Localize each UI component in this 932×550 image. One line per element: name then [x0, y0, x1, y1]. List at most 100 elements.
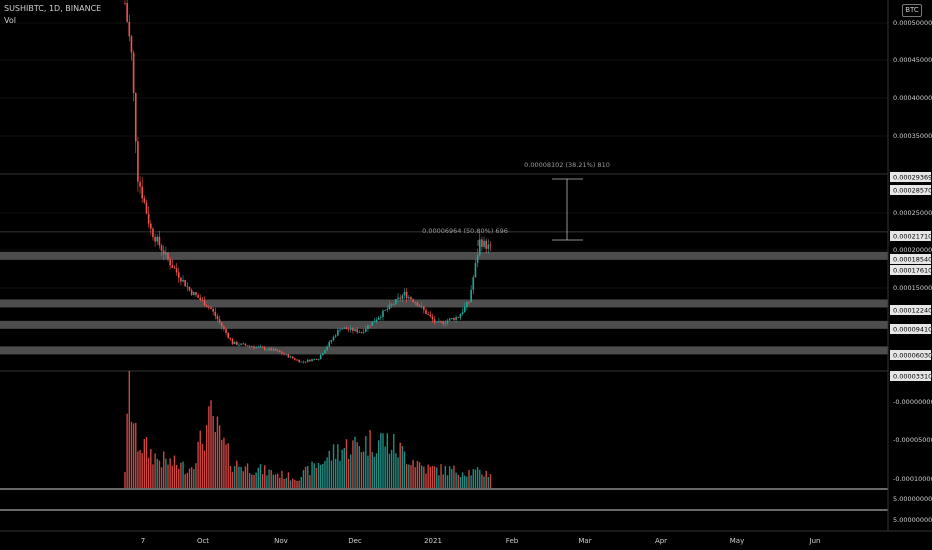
- candle-body: [126, 3, 128, 22]
- price-label-box: [890, 254, 931, 264]
- candle-body: [412, 299, 414, 303]
- price-label-box: [890, 185, 931, 195]
- candle-body: [227, 332, 229, 338]
- volume-bar: [276, 473, 279, 488]
- candle-body: [337, 329, 339, 336]
- candle-body: [289, 356, 292, 358]
- candle-body: [461, 311, 464, 315]
- candle-body: [369, 325, 371, 327]
- price-label-text: 0.00028570: [893, 187, 932, 195]
- candle-body: [468, 301, 470, 303]
- volume-bar: [448, 466, 451, 488]
- candle-body: [244, 343, 247, 346]
- volume-bar: [416, 460, 419, 488]
- candle-body: [423, 306, 425, 310]
- candle-body: [414, 302, 417, 303]
- currency-badge[interactable]: BTC: [902, 4, 922, 17]
- candle-body: [403, 291, 406, 296]
- volume-bar: [206, 425, 208, 488]
- volume-bar: [397, 457, 399, 488]
- candle-body: [418, 306, 421, 307]
- candle-body: [319, 355, 322, 360]
- volume-bar: [446, 475, 449, 488]
- candle-body: [212, 308, 214, 312]
- time-label: Oct: [197, 537, 209, 545]
- price-label-box: [890, 371, 931, 381]
- candle-body: [184, 279, 186, 287]
- volume-bar: [216, 416, 219, 488]
- candle-body: [358, 331, 361, 333]
- candle-body: [420, 306, 423, 308]
- volume-bar: [468, 470, 470, 488]
- volume-bar: [180, 462, 182, 488]
- volume-bar: [145, 437, 148, 488]
- volume-bar: [414, 467, 416, 488]
- volume-bar: [461, 472, 464, 488]
- candle-body: [266, 349, 268, 351]
- volume-bar: [283, 479, 285, 488]
- candlesticks: [124, 0, 492, 364]
- support-zone: [0, 346, 888, 355]
- candle-body: [302, 361, 305, 363]
- time-label: Apr: [655, 537, 667, 545]
- volume-bar: [423, 466, 425, 488]
- candle-body: [274, 348, 277, 351]
- price-label-box: [890, 265, 931, 275]
- volume-bar: [130, 421, 133, 488]
- volume-bar: [328, 450, 330, 488]
- volume-bar: [433, 466, 436, 488]
- volume-bar: [335, 458, 337, 488]
- volume-bar: [203, 450, 206, 488]
- volume-bar: [436, 467, 438, 488]
- candle-body: [345, 327, 348, 330]
- candle-body: [470, 289, 472, 302]
- time-label: Nov: [274, 537, 288, 545]
- volume-bar: [313, 463, 315, 488]
- volume-bar: [208, 406, 210, 488]
- candle-body: [190, 290, 193, 295]
- candle-body: [240, 343, 242, 345]
- symbol-title[interactable]: SUSHIBTC, 1D, BINANCE: [4, 4, 102, 13]
- volume-bar: [289, 480, 292, 488]
- candle-body: [377, 317, 380, 320]
- volume-bar: [347, 459, 350, 488]
- candle-body: [261, 346, 264, 348]
- candle-body: [354, 329, 356, 332]
- volume-bar: [225, 444, 227, 488]
- candle-body: [210, 307, 212, 309]
- time-label: Mar: [578, 537, 591, 545]
- volume-bar: [264, 465, 266, 488]
- volume-bar: [481, 474, 483, 488]
- volume-bar: [476, 467, 479, 488]
- volume-tick-label: -0.00000000: [893, 398, 932, 406]
- price-label-text: 0.00017610: [893, 267, 932, 275]
- candle-body: [180, 277, 182, 282]
- volume-bar: [457, 474, 459, 488]
- candle-body: [375, 319, 378, 322]
- candle-body: [416, 302, 419, 307]
- volume-bar: [360, 452, 363, 488]
- volume-bar: [152, 464, 154, 488]
- time-axis[interactable]: 7 Oct Nov Dec 2021 Feb Mar Apr May Jun: [141, 537, 821, 545]
- candle-body: [242, 343, 245, 345]
- volume-bar: [158, 460, 161, 488]
- volume-bar: [160, 467, 163, 488]
- candle-body: [182, 279, 184, 282]
- candle-body: [483, 240, 485, 247]
- candle-body: [371, 321, 374, 326]
- extra-axis: 5.00000000 5.00000000: [893, 495, 932, 524]
- volume-bar: [345, 439, 348, 488]
- volume-bar: [410, 465, 412, 488]
- candle-body: [137, 141, 139, 182]
- candle-body: [306, 359, 309, 362]
- candle-body: [352, 328, 354, 332]
- candle-body: [165, 252, 167, 255]
- horizontal-lines: [0, 173, 888, 372]
- volume-bar: [412, 459, 414, 488]
- candle-body: [360, 331, 363, 333]
- candle-body: [143, 198, 146, 203]
- volume-bar: [233, 465, 236, 488]
- volume-bar: [390, 449, 393, 488]
- candle-body: [186, 286, 189, 288]
